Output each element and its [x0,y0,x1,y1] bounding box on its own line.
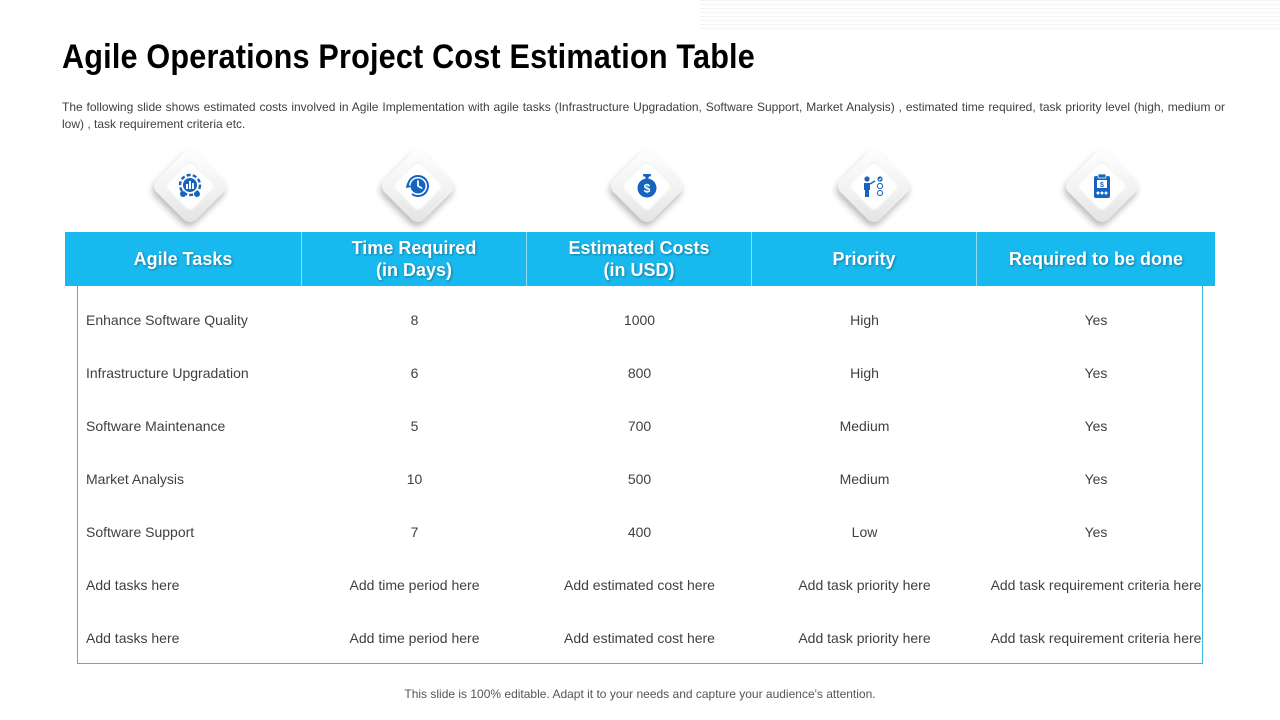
cell-cost: Add estimated cost here [564,629,715,646]
table-row: Software Support 7 400 Low Yes [65,505,1215,558]
table-body: Enhance Software Quality 8 1000 High Yes… [65,293,1215,664]
cell-priority: Medium [839,470,890,487]
money-bag-icon: $ [607,146,687,226]
cell-required: Yes [1084,470,1108,487]
cell-time: 8 [410,311,419,328]
slide-footer-note: This slide is 100% editable. Adapt it to… [404,687,876,701]
cell-required: Yes [1084,417,1108,434]
cell-time: 7 [410,523,419,540]
cell-priority: Medium [839,417,890,434]
cell-time: Add time period here [349,629,480,646]
clipboard-dollar-icon: $ [1062,146,1142,226]
table-row: Software Maintenance 5 700 Medium Yes [65,399,1215,452]
svg-text:$: $ [1100,182,1104,189]
cell-priority: Add task priority here [798,576,931,593]
cell-required: Add task requirement criteria here [990,576,1202,593]
page-title: Agile Operations Project Cost Estimation… [62,38,755,76]
column-icons: $ $ [0,146,1280,231]
cell-time: 10 [406,470,423,487]
cell-cost: Add estimated cost here [564,576,715,593]
cell-task: Market Analysis [86,470,185,487]
header-time-required: Time Required (in Days) [302,232,527,286]
cell-time: Add time period here [349,576,480,593]
header-agile-tasks: Agile Tasks [65,232,302,286]
cell-required: Add task requirement criteria here [990,629,1202,646]
cell-priority: Add task priority here [798,629,931,646]
cell-required: Yes [1084,523,1108,540]
header-estimated-costs: Estimated Costs (in USD) [527,232,752,286]
cell-cost: 700 [627,417,652,434]
cell-cost: 500 [627,470,652,487]
cell-time: 5 [410,417,419,434]
header-priority: Priority [752,232,977,286]
clock-cycle-icon [378,146,458,226]
table-row: Infrastructure Upgradation 6 800 High Ye… [65,346,1215,399]
header-required: Required to be done [1008,249,1183,269]
cell-cost: 400 [627,523,652,540]
slide-description: The following slide shows estimated cost… [62,100,1225,131]
table-row: Enhance Software Quality 8 1000 High Yes [65,293,1215,346]
cell-required: Yes [1084,364,1108,381]
analytics-gear-icon [150,146,230,226]
cell-cost: 800 [627,364,652,381]
cell-priority: High [850,311,879,328]
cell-required: Yes [1084,311,1108,328]
table-row: Add tasks here Add time period here Add … [65,611,1215,664]
cell-time: 6 [410,364,419,381]
cell-task: Enhance Software Quality [86,311,248,328]
cell-task: Infrastructure Upgradation [86,364,249,381]
presenter-checklist-icon [834,146,914,226]
cell-cost: 1000 [623,311,656,328]
cell-priority: High [850,364,879,381]
table-row: Market Analysis 10 500 Medium Yes [65,452,1215,505]
svg-text:$: $ [644,182,651,196]
cell-task: Add tasks here [86,576,180,593]
cell-task: Software Support [86,523,195,540]
cell-task: Software Maintenance [86,417,226,434]
cell-task: Add tasks here [86,629,180,646]
cell-priority: Low [851,523,878,540]
table-header: Agile Tasks Time Required (in Days) Esti… [65,232,1215,286]
decorative-stripes [700,0,1280,30]
table-row: Add tasks here Add time period here Add … [65,558,1215,611]
